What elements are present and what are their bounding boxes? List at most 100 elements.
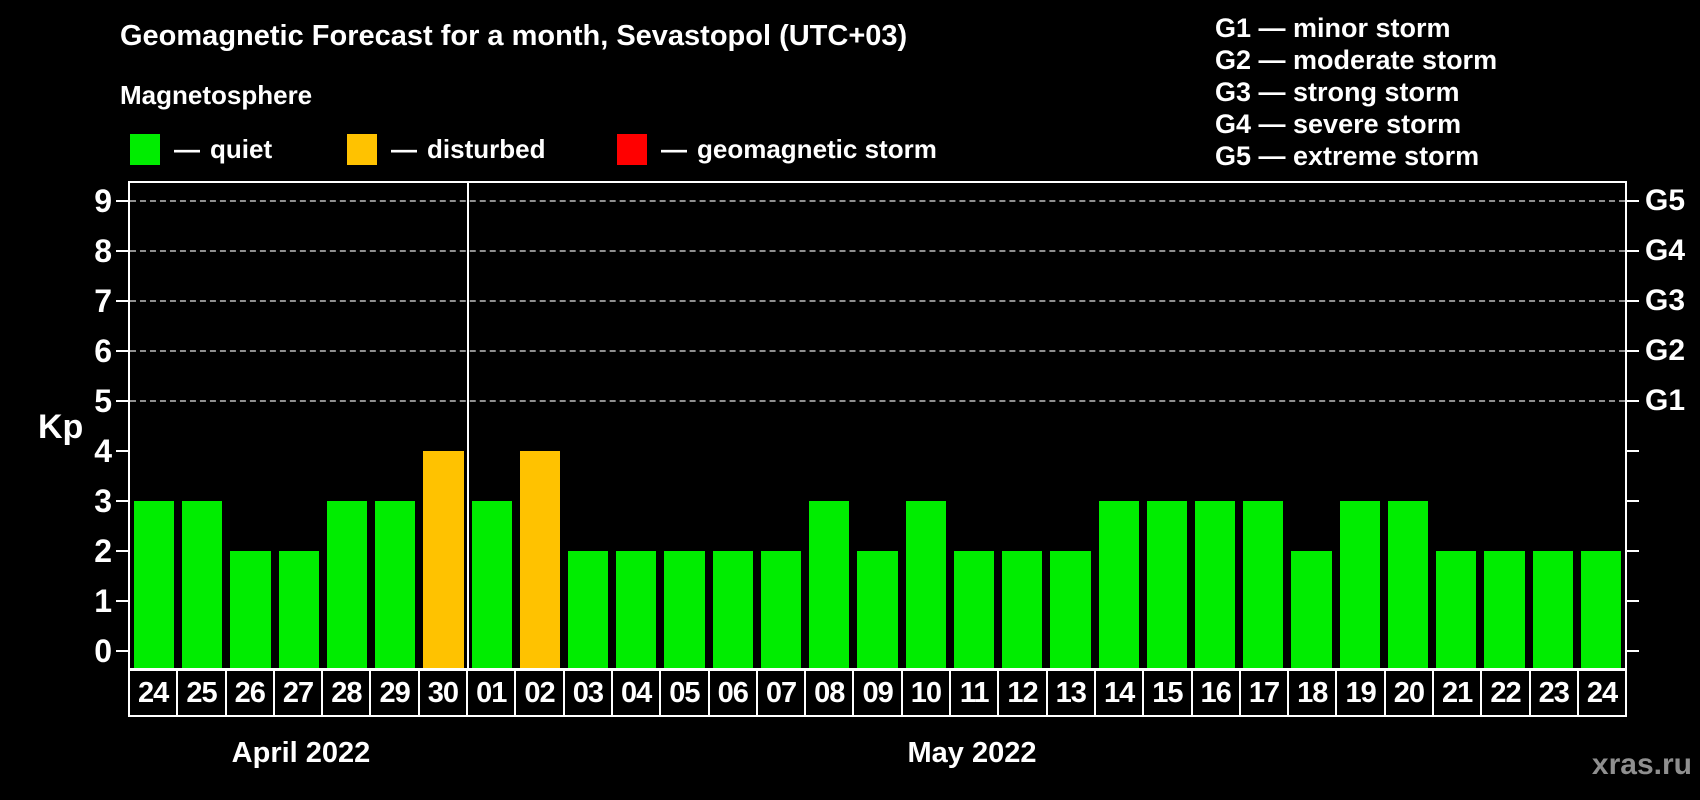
- y-tick-right-6: [1627, 350, 1639, 352]
- month-label-april: April 2022: [231, 737, 371, 769]
- date-cell-30: 30: [417, 671, 467, 715]
- watermark: xras.ru: [1591, 748, 1692, 781]
- date-cell-20: 20: [1383, 671, 1433, 715]
- y-tick-label-6: 6: [94, 333, 112, 369]
- gridline-kp-5: [130, 400, 1625, 402]
- date-cell-26: 26: [224, 671, 273, 715]
- kp-bar-may-01: [471, 501, 512, 668]
- kp-bar-may-22: [1484, 551, 1525, 668]
- date-cell-27: 27: [272, 671, 322, 715]
- g-level-label-g4: G4: [1645, 234, 1686, 267]
- y-tick-label-3: 3: [94, 483, 112, 519]
- date-cell-16: 16: [1190, 671, 1239, 715]
- g-scale-legend: G1 — minor storm G2 — moderate storm G3 — …: [1215, 12, 1497, 172]
- month-separator-line: [466, 183, 469, 668]
- y-tick-label-7: 7: [94, 283, 112, 319]
- date-cell-11: 11: [949, 671, 998, 715]
- quiet-color-swatch: [130, 134, 160, 165]
- date-cell-12: 12: [997, 671, 1046, 715]
- kp-bar-may-13: [1050, 551, 1091, 668]
- legend-dash: —: [174, 134, 200, 164]
- date-cell-14: 14: [1093, 671, 1143, 715]
- y-tick-left-9: [116, 200, 128, 202]
- y-tick-right-2: [1627, 550, 1639, 552]
- kp-bar-may-21: [1436, 551, 1477, 668]
- kp-bar-may-08: [809, 501, 850, 668]
- gridline-kp-7: [130, 300, 1625, 302]
- date-cell-02: 02: [514, 671, 563, 715]
- date-cell-25: 25: [176, 671, 225, 715]
- date-cell-28: 28: [321, 671, 370, 715]
- kp-bar-may-06: [712, 551, 753, 668]
- kp-bar-may-15: [1146, 501, 1187, 668]
- y-axis-title: Kp: [38, 408, 84, 446]
- date-cell-18: 18: [1287, 671, 1336, 715]
- y-tick-right-0: [1627, 650, 1639, 652]
- legend-label-quiet: quiet: [210, 134, 273, 164]
- kp-bar-may-09: [857, 551, 898, 668]
- y-tick-right-4: [1627, 450, 1639, 452]
- legend-dash: —: [661, 134, 687, 164]
- date-cell-24: 24: [1576, 671, 1626, 715]
- plot-area: [128, 181, 1627, 670]
- kp-bar-may-18: [1291, 551, 1332, 668]
- y-tick-label-4: 4: [94, 433, 112, 469]
- y-tick-label-9: 9: [94, 183, 112, 219]
- y-tick-left-3: [116, 500, 128, 502]
- y-tick-label-8: 8: [94, 233, 112, 269]
- kp-bar-may-03: [568, 551, 609, 668]
- g-level-label-g3: G3: [1645, 284, 1686, 317]
- kp-bar-may-07: [760, 551, 802, 668]
- chart-title: Geomagnetic Forecast for a month, Sevast…: [120, 20, 908, 52]
- kp-bar-may-04: [616, 551, 657, 668]
- date-cell-10: 10: [900, 671, 950, 715]
- date-cell-05: 05: [659, 671, 708, 715]
- y-tick-left-4: [116, 450, 128, 452]
- y-tick-left-5: [116, 400, 128, 402]
- y-tick-label-1: 1: [94, 583, 112, 619]
- y-tick-left-1: [116, 600, 128, 602]
- y-tick-right-7: [1627, 300, 1639, 302]
- g-legend-line-g3: G3 — strong storm: [1215, 77, 1460, 107]
- date-cell-19: 19: [1335, 671, 1384, 715]
- kp-bar-may-17: [1243, 501, 1284, 668]
- kp-bar-april-30: [423, 451, 464, 668]
- date-cell-13: 13: [1045, 671, 1094, 715]
- gridline-kp-9: [130, 200, 1625, 202]
- kp-bar-may-05: [664, 551, 705, 668]
- y-tick-label-2: 2: [94, 533, 112, 569]
- date-cell-07: 07: [755, 671, 805, 715]
- g-legend-line-g1: G1 — minor storm: [1215, 13, 1451, 43]
- g-level-label-g1: G1: [1645, 384, 1686, 417]
- legend-label-disturbed: disturbed: [427, 134, 546, 164]
- y-tick-left-0: [116, 650, 128, 652]
- date-cell-17: 17: [1238, 671, 1288, 715]
- kp-bar-april-28: [326, 501, 368, 668]
- g-legend-line-g2: G2 — moderate storm: [1215, 45, 1498, 75]
- date-cell-06: 06: [707, 671, 756, 715]
- kp-bar-may-23: [1532, 551, 1573, 668]
- date-cell-21: 21: [1432, 671, 1481, 715]
- month-label-may: May 2022: [907, 737, 1037, 769]
- y-tick-right-5: [1627, 400, 1639, 402]
- kp-bar-may-19: [1339, 501, 1380, 668]
- y-tick-left-2: [116, 550, 128, 552]
- kp-bar-may-24: [1580, 551, 1621, 668]
- y-tick-right-9: [1627, 200, 1639, 202]
- date-cell-22: 22: [1480, 671, 1529, 715]
- legend-item-quiet: — quiet: [130, 133, 272, 166]
- g-level-label-g2: G2: [1645, 334, 1686, 367]
- storm-color-swatch: [617, 134, 647, 165]
- date-cell-29: 29: [369, 671, 418, 715]
- date-cell-15: 15: [1142, 671, 1191, 715]
- legend-label-storm: geomagnetic storm: [697, 134, 937, 164]
- y-tick-left-7: [116, 300, 128, 302]
- kp-bar-may-14: [1098, 501, 1139, 668]
- date-cell-03: 03: [562, 671, 611, 715]
- kp-bar-may-11: [953, 551, 995, 668]
- kp-bar-april-29: [375, 501, 416, 668]
- date-cell-23: 23: [1528, 671, 1577, 715]
- kp-bar-may-16: [1194, 501, 1236, 668]
- kp-bar-april-25: [182, 501, 223, 668]
- date-cell-08: 08: [804, 671, 853, 715]
